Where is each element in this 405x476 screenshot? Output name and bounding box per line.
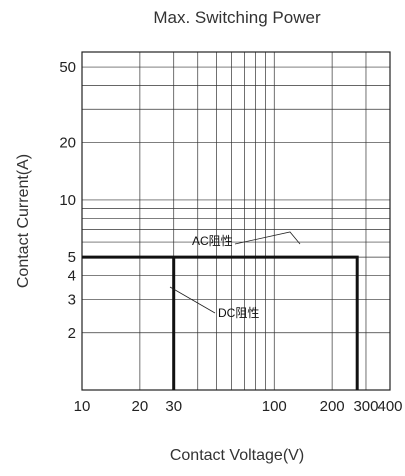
x-axis-label: Contact Voltage(V) [170,447,304,464]
x-tick-label: 20 [132,398,149,415]
y-tick-label: 20 [59,135,76,152]
ac-leader-line [234,231,301,245]
y-tick-label: 3 [68,291,76,308]
y-tick-label: 10 [59,192,76,209]
y-tick-label: 5 [68,249,76,266]
x-tick-label: 300 [353,398,378,415]
annotation-dc: DC阻性 [218,306,259,320]
plot-frame [81,51,391,391]
x-tick-label: 200 [320,398,345,415]
annotations: AC阻性 DC阻性 [169,231,301,320]
x-tick-label: 30 [165,398,182,415]
x-tick-label: 400 [377,398,402,415]
y-tick-labels: 2 3 4 5 10 20 50 [59,59,76,342]
series-layer [82,255,359,390]
y-tick-label: 2 [68,325,76,342]
chart-title: Max. Switching Power [153,8,321,27]
dc-leader-line [169,286,216,314]
y-tick-label: 50 [59,59,76,76]
y-axis-label: Contact Current(A) [15,154,32,288]
y-tick-label: 4 [68,268,76,285]
annotation-ac: AC阻性 [192,234,233,248]
x-tick-label: 100 [262,398,287,415]
grid [82,52,390,390]
series-line-ac [82,255,359,390]
x-tick-label: 10 [74,398,91,415]
